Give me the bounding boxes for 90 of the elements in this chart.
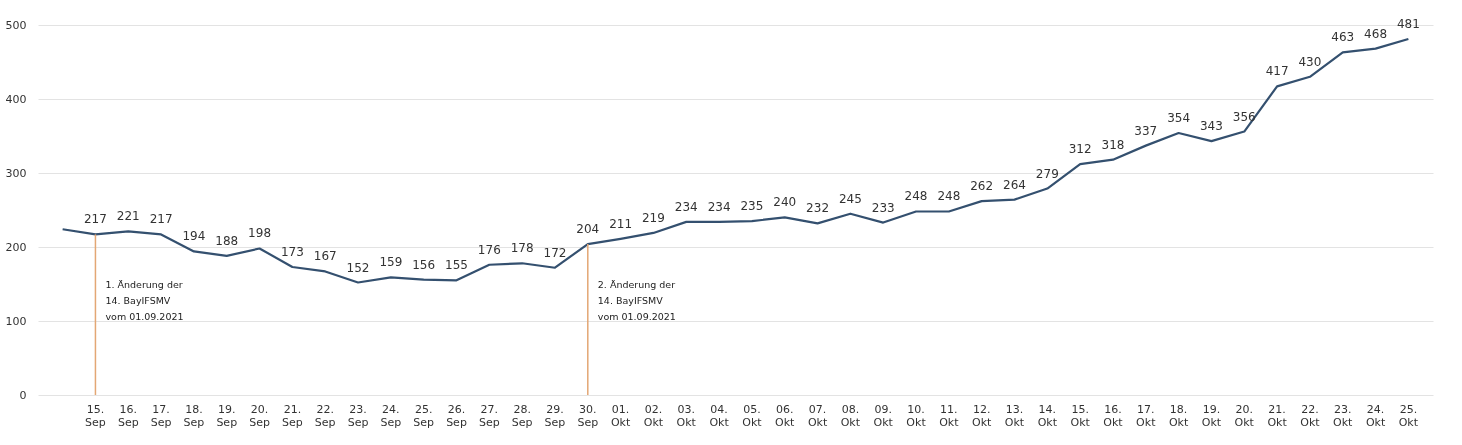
y-tick-label: 400 (5, 92, 27, 106)
data-label: 194 (182, 229, 206, 244)
x-tick-label: 24. Sep (380, 402, 402, 429)
data-label: 240 (773, 195, 797, 210)
x-tick-label: 23. Okt (1333, 402, 1354, 429)
x-tick-label: 22. Okt (1300, 402, 1321, 429)
x-tick-label: 09. Okt (873, 402, 894, 429)
data-label: 204 (576, 222, 600, 237)
ref-line-label: 2. Änderung der 14. BayIFSMV vom 01.09.2021 (597, 279, 676, 322)
data-label: 156 (412, 257, 436, 272)
x-tick-label: 16. Okt (1103, 402, 1124, 429)
y-tick-label: 300 (5, 166, 27, 180)
x-tick-label: 17. Okt (1136, 402, 1157, 429)
data-label: 463 (1331, 30, 1355, 45)
x-tick-label: 29. Sep (544, 402, 566, 429)
x-tick-label: 04. Okt (709, 402, 730, 429)
data-label: 248 (937, 189, 961, 204)
data-label: 481 (1396, 17, 1420, 32)
x-tick-label: 20. Okt (1234, 402, 1255, 429)
x-tick-label: 25. Okt (1398, 402, 1419, 429)
x-tick-label: 24. Okt (1365, 402, 1386, 429)
y-tick-label: 0 (19, 388, 27, 402)
data-label: 159 (379, 255, 403, 270)
data-label: 312 (1068, 142, 1092, 157)
x-tick-label: 28. Sep (511, 402, 533, 429)
x-tick-label: 22. Sep (314, 402, 336, 429)
data-label: 217 (149, 212, 173, 227)
x-tick-label: 15. Okt (1070, 402, 1091, 429)
x-tick-label: 30. Sep (577, 402, 599, 429)
x-tick-label: 02. Okt (643, 402, 664, 429)
data-label: 235 (740, 199, 764, 214)
x-tick-label: 05. Okt (742, 402, 763, 429)
x-tick-label: 25. Sep (413, 402, 435, 429)
data-label: 232 (806, 201, 830, 216)
data-label: 219 (641, 210, 665, 225)
data-label: 211 (609, 216, 633, 231)
x-tick-label: 16. Sep (117, 402, 139, 429)
data-label: 152 (346, 260, 370, 275)
y-tick-label: 100 (5, 314, 27, 328)
data-label: 343 (1199, 119, 1223, 134)
data-label: 354 (1167, 111, 1191, 126)
data-label: 173 (280, 244, 304, 259)
data-label: 318 (1101, 137, 1125, 152)
x-tick-label: 19. Okt (1201, 402, 1222, 429)
x-tick-label: 21. Sep (282, 402, 303, 429)
x-tick-label: 03. Okt (676, 402, 697, 429)
data-label: 234 (674, 199, 698, 214)
data-label: 337 (1134, 123, 1158, 138)
y-tick-label: 500 (5, 18, 27, 32)
x-tick-label: 07. Okt (807, 402, 828, 429)
data-label: 217 (83, 212, 107, 227)
x-tick-label: 17. Sep (150, 402, 172, 429)
data-label: 248 (904, 189, 928, 204)
data-label: 188 (215, 233, 239, 248)
data-label: 279 (1035, 166, 1059, 181)
data-label: 178 (510, 241, 534, 256)
x-tick-label: 15. Sep (85, 402, 106, 429)
data-label: 356 (1232, 109, 1256, 124)
data-label: 155 (445, 258, 468, 273)
x-tick-label: 08. Okt (840, 402, 861, 429)
x-tick-label: 21. Okt (1267, 402, 1288, 429)
data-label: 172 (543, 245, 567, 260)
x-tick-label: 06. Okt (775, 402, 796, 429)
x-tick-label: 26. Sep (446, 402, 467, 429)
data-label: 233 (871, 200, 895, 215)
data-label: 264 (1003, 177, 1026, 192)
data-label: 468 (1364, 26, 1388, 41)
data-label: 221 (116, 209, 140, 224)
x-tick-label: 19. Sep (216, 402, 238, 429)
data-label: 167 (313, 249, 337, 264)
ref-line-label: 1. Änderung der 14. BayIFSMV vom 01.09.2021 (105, 279, 184, 322)
x-tick-label: 13. Okt (1004, 402, 1025, 429)
data-label: 430 (1298, 54, 1322, 69)
x-tick-label: 14. Okt (1037, 402, 1058, 429)
x-tick-label: 23. Sep (347, 402, 369, 429)
data-label: 262 (970, 179, 994, 194)
y-tick-label: 200 (5, 240, 27, 254)
data-label: 198 (248, 226, 272, 241)
data-label: 245 (838, 191, 862, 206)
data-label: 176 (477, 242, 501, 257)
x-tick-label: 18. Okt (1168, 402, 1189, 429)
x-tick-label: 12. Okt (972, 402, 993, 429)
x-tick-label: 10. Okt (906, 402, 927, 429)
x-tick-label: 18. Sep (183, 402, 205, 429)
data-label: 234 (707, 199, 731, 214)
data-label: 417 (1265, 64, 1289, 79)
x-tick-label: 01. Okt (610, 402, 631, 429)
x-tick-label: 11. Okt (939, 402, 960, 429)
x-tick-label: 20. Sep (249, 402, 270, 429)
x-tick-label: 27. Sep (478, 402, 500, 429)
